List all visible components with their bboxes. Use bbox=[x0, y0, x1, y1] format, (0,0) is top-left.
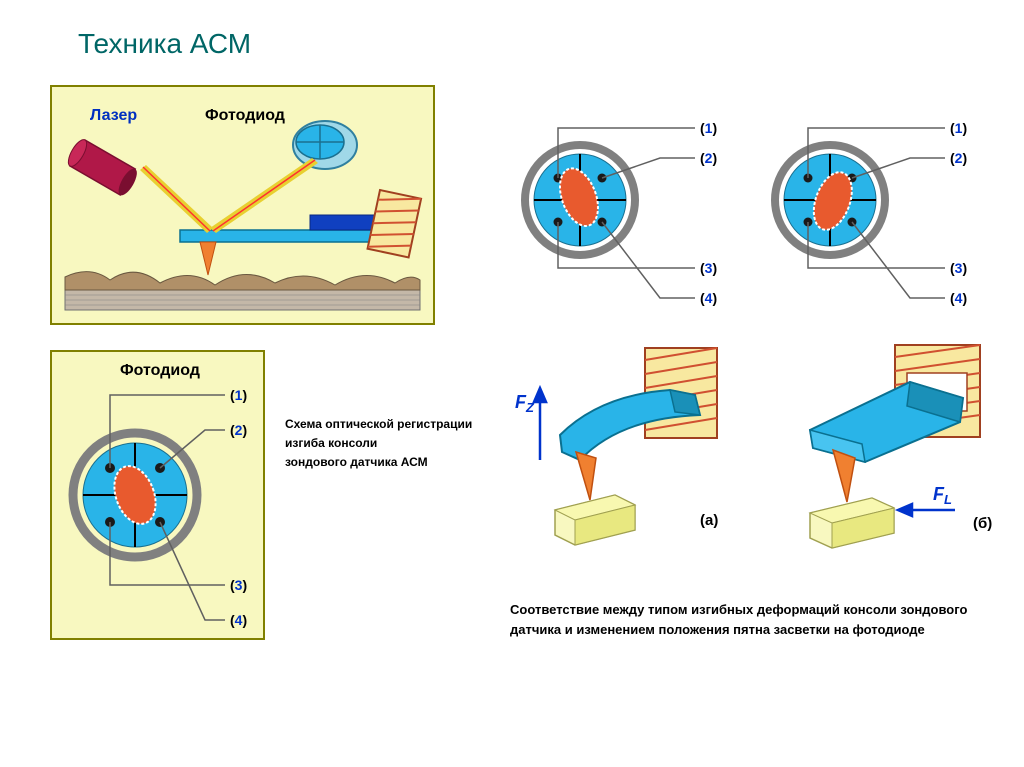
force-fz: FZ bbox=[515, 392, 535, 415]
caption-line-1: Соответствие между типом изгибных деформ… bbox=[510, 600, 980, 620]
pd-label-4: (4) bbox=[230, 612, 247, 628]
desc-line-1: Схема оптической регистрации bbox=[285, 415, 472, 434]
desc-line-2: изгиба консоли bbox=[285, 434, 472, 453]
desc-line-3: зондового датчика АСМ bbox=[285, 453, 472, 472]
pa-1: (1) bbox=[700, 120, 717, 136]
pb-4: (4) bbox=[950, 290, 967, 306]
pd-label-3: (3) bbox=[230, 577, 247, 593]
photodiode-pair: (1) (2) (3) (4) (1) (2) (3) (4) bbox=[510, 115, 990, 310]
caption-line-2: датчика и изменением положения пятна зас… bbox=[510, 620, 980, 640]
photodiode-detail: Фотодиод (1) (2) (3) (4) bbox=[50, 350, 265, 640]
pb-3: (3) bbox=[950, 260, 967, 276]
pa-4: (4) bbox=[700, 290, 717, 306]
deformation-a: FZ (а) bbox=[500, 340, 735, 555]
tag-a: (а) bbox=[700, 512, 718, 529]
deformation-b: FL (б) bbox=[755, 340, 1000, 555]
photodiode-title: Фотодиод bbox=[120, 362, 200, 379]
bottom-caption: Соответствие между типом изгибных деформ… bbox=[510, 600, 980, 639]
pb-1: (1) bbox=[950, 120, 967, 136]
force-fl: FL bbox=[933, 484, 952, 507]
page-title: Техника АСМ bbox=[78, 28, 251, 60]
afm-schematic: Лазер Фотодиод bbox=[50, 85, 435, 325]
photodiode-detail-panel: Фотодиод (1) (2) (3) (4) bbox=[50, 350, 265, 640]
pb-2: (2) bbox=[950, 150, 967, 166]
pa-3: (3) bbox=[700, 260, 717, 276]
pa-2: (2) bbox=[700, 150, 717, 166]
tag-b: (б) bbox=[973, 515, 992, 532]
photodiode-label-top: Фотодиод bbox=[205, 107, 285, 124]
main-afm-panel: Лазер Фотодиод bbox=[50, 85, 435, 325]
pd-label-1: (1) bbox=[230, 387, 247, 403]
scheme-description: Схема оптической регистрации изгиба конс… bbox=[285, 415, 472, 473]
pd-label-2: (2) bbox=[230, 422, 247, 438]
laser-label: Лазер bbox=[90, 107, 137, 124]
